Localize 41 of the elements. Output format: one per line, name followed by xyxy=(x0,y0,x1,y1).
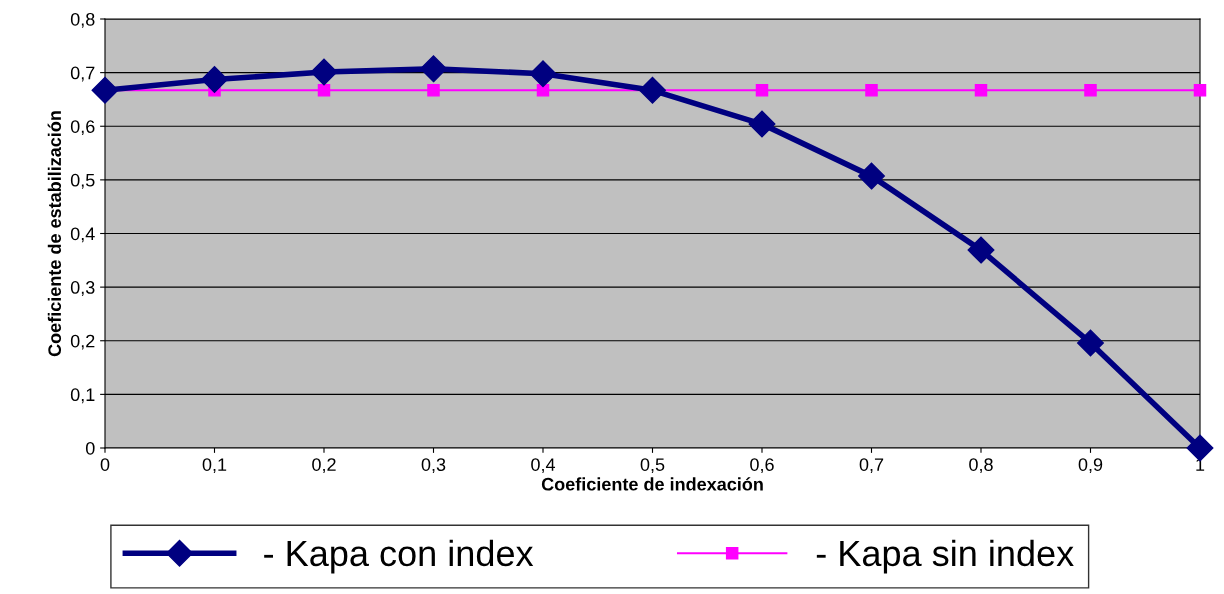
point xyxy=(420,55,447,83)
x-tick-label: 0,6 xyxy=(750,458,774,474)
point xyxy=(967,236,995,264)
legend-label: - Kapa sin index xyxy=(816,539,1074,574)
y-tick-label: 0,4 xyxy=(70,227,95,243)
y-tick-label: 0,2 xyxy=(70,334,95,350)
x-tick-label: 0,7 xyxy=(859,458,884,474)
x-tick-label: 0,3 xyxy=(421,458,446,474)
y-tick-label: 0,1 xyxy=(70,388,95,404)
y-axis-title: Coeficiente de estabilización xyxy=(47,111,62,357)
y-tick-label: 0,7 xyxy=(70,66,95,82)
y-tick-label: 0 xyxy=(85,441,95,455)
legend-label: - Kapa con index xyxy=(264,539,534,574)
y-tick-label: 0,6 xyxy=(70,120,95,136)
x-tick-label: 0,4 xyxy=(531,458,556,474)
point xyxy=(317,84,331,97)
point xyxy=(536,84,550,97)
y-tick-label: 0,3 xyxy=(70,281,95,296)
point xyxy=(1193,84,1207,97)
point xyxy=(1186,434,1214,462)
point xyxy=(974,84,988,97)
x-axis-title: Coeficiente de indexación xyxy=(541,477,763,491)
point xyxy=(1077,329,1104,357)
point xyxy=(201,66,228,94)
point xyxy=(310,58,338,86)
x-tick-label: 0,5 xyxy=(640,458,665,474)
point xyxy=(427,84,440,97)
point xyxy=(1084,84,1097,97)
point xyxy=(639,76,666,104)
x-tick-label: 0,2 xyxy=(312,458,336,474)
point xyxy=(529,60,557,88)
point xyxy=(858,162,885,190)
y-tick-label: 0,8 xyxy=(70,12,95,28)
x-tick-label: 0,1 xyxy=(202,458,227,474)
y-tick-label: 0,5 xyxy=(70,173,95,189)
x-tick-label: 0 xyxy=(100,458,110,471)
x-tick-label: 0,8 xyxy=(969,458,993,474)
point xyxy=(865,84,878,97)
point xyxy=(755,84,769,97)
point xyxy=(748,110,776,138)
x-tick-label: 0,9 xyxy=(1078,458,1103,474)
